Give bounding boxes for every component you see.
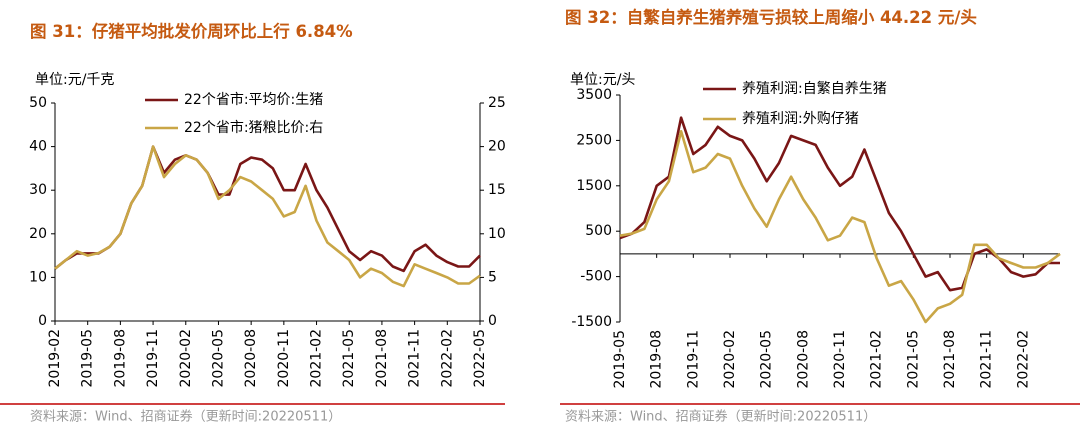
x-tick-label: 2020-05 (210, 329, 226, 388)
x-tick-label: 2019-08 (112, 329, 128, 388)
legend-label: 22个省市:平均价:生猪 (184, 91, 323, 108)
x-tick-label: 2019-02 (47, 329, 63, 388)
y-tick-label: -500 (580, 269, 612, 285)
y-tick-label: 500 (585, 223, 612, 239)
x-tick-label: 2020-02 (178, 329, 194, 388)
y-tick-label: 30 (29, 182, 47, 198)
x-tick-label: 2020-05 (759, 330, 775, 389)
chart-title: 图 32：自繁自养生猪养殖亏损较上周缩小 44.22 元/头 (565, 8, 977, 27)
x-tick-label: 2020-08 (795, 330, 811, 389)
x-tick-label: 2022-02 (1015, 330, 1031, 389)
x-tick-label: 2022-02 (439, 329, 455, 388)
legend-label: 养殖利润:自繁自养生猪 (742, 80, 887, 97)
y2-tick-label: 15 (488, 182, 506, 198)
x-tick-label: 2021-05 (905, 330, 921, 389)
y2-tick-label: 20 (488, 139, 506, 155)
unit-label: 单位:元/千克 (35, 72, 114, 88)
y2-tick-label: 25 (488, 95, 506, 111)
series-line (619, 116, 1060, 292)
y-tick-label: 40 (29, 139, 47, 155)
y-tick-label: 1500 (576, 178, 612, 194)
x-tick-label: 2020-02 (722, 330, 738, 389)
x-tick-label: 2020-11 (276, 329, 292, 388)
y-tick-label: 10 (29, 269, 47, 285)
y-tick-label: 20 (29, 226, 47, 242)
series-line (619, 130, 1061, 324)
x-tick-label: 2019-05 (80, 329, 96, 388)
y-tick-label: 50 (29, 95, 47, 111)
x-tick-label: 2019-08 (649, 330, 665, 389)
series-line (54, 145, 481, 273)
y-tick-label: 0 (38, 313, 47, 329)
y-tick-label: 3500 (576, 87, 612, 103)
series-line (54, 145, 481, 288)
x-tick-label: 2019-11 (145, 329, 161, 388)
legend-label: 养殖利润:外购仔猪 (742, 110, 859, 127)
unit-label: 单位:元/头 (570, 72, 635, 88)
x-tick-label: 2021-11 (407, 329, 423, 388)
x-tick-label: 2021-05 (341, 329, 357, 388)
legend-label: 22个省市:猪粮比价:右 (184, 119, 323, 136)
x-tick-label: 2020-08 (243, 329, 259, 388)
source-note: 资料来源：Wind、招商证券（更新时间:20220511） (30, 409, 341, 425)
x-tick-label: 2019-05 (612, 330, 628, 389)
x-tick-label: 2021-02 (869, 330, 885, 389)
y-tick-label: 2500 (576, 132, 612, 148)
x-tick-label: 2022-05 (472, 329, 488, 388)
source-note: 资料来源：Wind、招商证券（更新时间:20220511） (565, 409, 876, 425)
y2-tick-label: 10 (488, 226, 506, 242)
y-tick-label: -1500 (571, 314, 612, 330)
x-tick-label: 2021-02 (309, 329, 325, 388)
x-tick-label: 2021-11 (979, 330, 995, 389)
x-tick-label: 2020-11 (832, 330, 848, 389)
x-tick-label: 2021-08 (374, 329, 390, 388)
x-tick-label: 2019-11 (685, 330, 701, 389)
y2-tick-label: 5 (488, 269, 497, 285)
y2-tick-label: 0 (488, 313, 497, 329)
x-tick-label: 2021-08 (942, 330, 958, 389)
chart-title: 图 31：仔猪平均批发价周环比上行 6.84% (30, 22, 353, 41)
